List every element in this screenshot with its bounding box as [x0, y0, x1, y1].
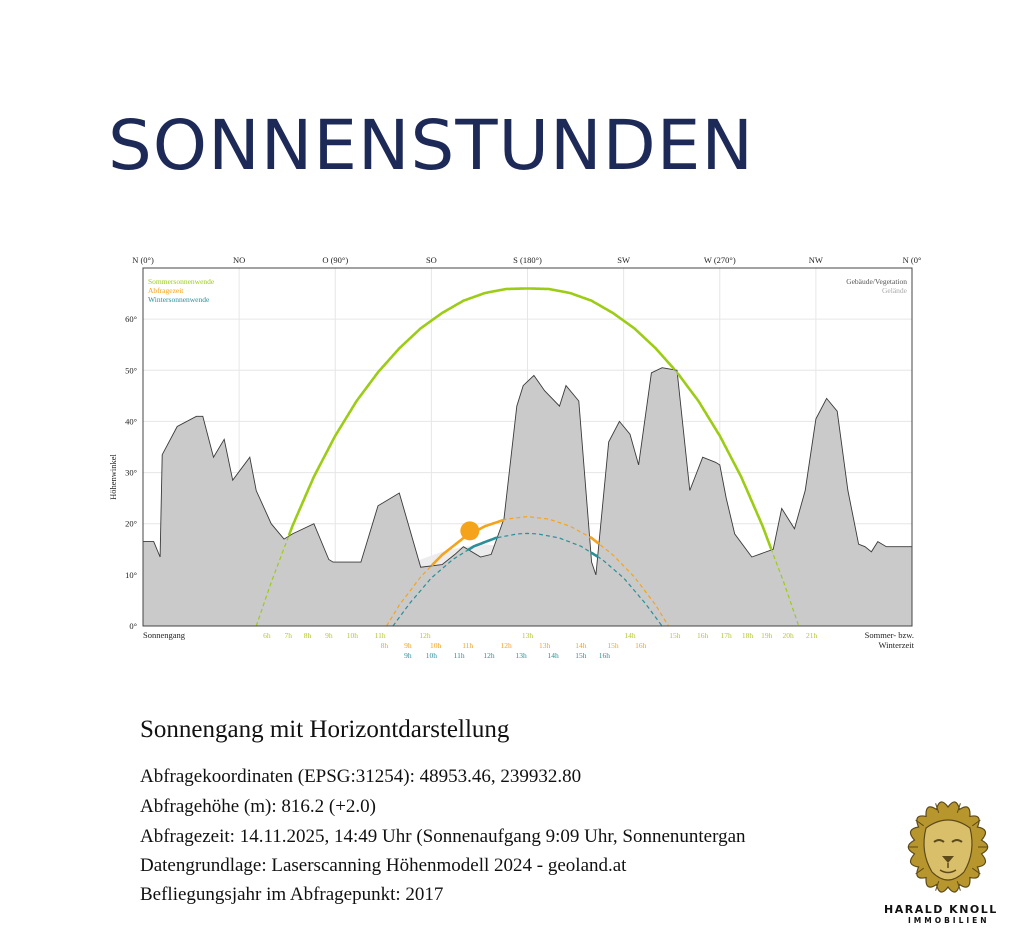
time-label: 10h: [426, 651, 438, 660]
time-label: 16h: [599, 651, 611, 660]
time-label: 18h: [742, 631, 754, 640]
top-tick-label: SW: [617, 255, 630, 265]
sun-position-marker: [460, 521, 480, 541]
legend-left-item: Sommersonnenwende: [148, 277, 215, 286]
time-label: 13h: [515, 651, 527, 660]
info-heading: Sonnengang mit Horizontdarstellung: [140, 716, 510, 743]
bottom-right-label: Winterzeit: [878, 640, 914, 650]
time-label: 19h: [761, 631, 773, 640]
top-tick-label: NW: [809, 255, 823, 265]
time-label: 11h: [375, 631, 386, 640]
top-tick-label: N (0°: [903, 255, 922, 265]
time-label: 9h: [404, 651, 412, 660]
lion-mane-stroke: [935, 803, 940, 813]
y-axis-label: Höhenwinkel: [108, 453, 118, 499]
time-label: 21h: [806, 631, 818, 640]
lion-mane-stroke: [956, 803, 961, 813]
info-flight-year: Befliegungsjahr im Abfragepunkt: 2017: [140, 884, 444, 905]
time-label: 11h: [454, 651, 465, 660]
time-label: 8h: [381, 641, 389, 650]
lion-eye-right: [951, 839, 963, 843]
time-label: 13h: [522, 631, 534, 640]
bottom-left-label: Sonnengang: [143, 630, 186, 640]
info-height: Abfragehöhe (m): 816.2 (+2.0): [140, 796, 377, 817]
chart-frame: [142, 267, 913, 627]
lion-mane-stroke: [972, 867, 981, 875]
time-label: 14h: [624, 631, 636, 640]
time-label: 15h: [669, 631, 681, 640]
series-path-dashed: [392, 532, 663, 627]
time-label: 8h: [304, 631, 312, 640]
time-label: 16h: [635, 641, 647, 650]
series-path-visible: [676, 372, 773, 550]
legend-left-item: Abfragezeit: [148, 286, 184, 295]
lion-mouth: [939, 863, 957, 874]
lion-eye-left: [933, 839, 945, 843]
time-label: 6h: [263, 631, 271, 640]
time-label: 20h: [782, 631, 794, 640]
legend-right-item: Gelände: [882, 286, 908, 295]
info-coordinates: Abfragekoordinaten (EPSG:31254): 48953.4…: [140, 766, 582, 787]
time-label: 10h: [430, 641, 442, 650]
y-tick-label: 30°: [125, 468, 137, 478]
top-tick-label: S (180°): [513, 255, 542, 265]
lion-mane-stroke: [935, 881, 940, 891]
info-data-source: Datengrundlage: Laserscanning Höhenmodel…: [140, 855, 627, 876]
time-label: 15h: [575, 651, 587, 660]
series-path-visible: [590, 551, 599, 558]
series-path-visible: [589, 536, 600, 545]
y-tick-label: 10°: [125, 570, 137, 580]
time-label: 12h: [501, 641, 513, 650]
lion-mane-stroke: [915, 867, 924, 875]
time-label: 12h: [483, 651, 495, 660]
lion-nose: [942, 856, 954, 863]
plot-frame: [142, 267, 913, 627]
logo-name: HARALD KNOLL: [884, 903, 998, 916]
top-tick-label: O (90°): [322, 255, 348, 265]
time-label: 11h: [462, 641, 473, 650]
axis-labels: N (0°) NO O (90°) SO S (180°) SW W (270°) NW N (…: [108, 255, 921, 650]
top-tick-label: N (0°): [132, 255, 154, 265]
info-block: Sonnengang mit Horizontdarstellung Abfra…: [140, 716, 746, 905]
series-path-visible: [288, 287, 676, 536]
lion-mane-stroke: [972, 819, 981, 827]
y-tick-label: 50°: [125, 365, 137, 375]
time-label: 10h: [347, 631, 359, 640]
page-title: SONNENSTUNDEN: [108, 106, 754, 186]
buildings-layer: [142, 367, 913, 627]
time-label: 12h: [419, 631, 431, 640]
time-label: 14h: [575, 641, 587, 650]
y-tick-label: 20°: [125, 519, 137, 529]
time-label: 9h: [325, 631, 333, 640]
lion-face: [923, 819, 973, 881]
top-tick-label: NO: [233, 255, 245, 265]
y-tick-label: 60°: [125, 314, 137, 324]
y-tick-label: 40°: [125, 416, 137, 426]
time-label: 16h: [697, 631, 709, 640]
lion-logo-icon: [907, 801, 989, 893]
time-label: 17h: [721, 631, 733, 640]
top-tick-label: W (270°): [704, 255, 736, 265]
y-tick-label: 0°: [129, 621, 137, 631]
info-query-time: Abfragezeit: 14.11.2025, 14:49 Uhr (Sonn…: [140, 826, 746, 847]
logo-subtitle: IMMOBILIEN: [908, 916, 990, 925]
time-label: 14h: [548, 651, 560, 660]
time-label: 7h: [285, 631, 293, 640]
time-labels: 6h 7h 8h 9h 10h 11h 12h 13h 14h 15h 16h 17h 18h 19h 20…: [263, 631, 817, 660]
lion-mane-stroke: [956, 881, 961, 891]
lion-mane-stroke: [915, 819, 924, 827]
time-label: 13h: [539, 641, 551, 650]
chart-legend: SommersonnenwendeAbfragezeitWintersonnen…: [148, 277, 908, 304]
buildings-vegetation-area: [142, 367, 913, 627]
time-label: 15h: [607, 641, 619, 650]
legend-right-item: Gebäude/Vegetation: [846, 277, 907, 286]
series-layer: [255, 287, 800, 627]
sun-path-chart: N (0°) NO O (90°) SO S (180°) SW W (270°) NW N (…: [108, 255, 921, 660]
bottom-right-label: Sommer- bzw.: [865, 630, 914, 640]
top-tick-label: SO: [426, 255, 437, 265]
series-path-visible: [467, 536, 498, 551]
time-label: 9h: [404, 641, 412, 650]
legend-left-item: Wintersonnenwende: [148, 295, 210, 304]
